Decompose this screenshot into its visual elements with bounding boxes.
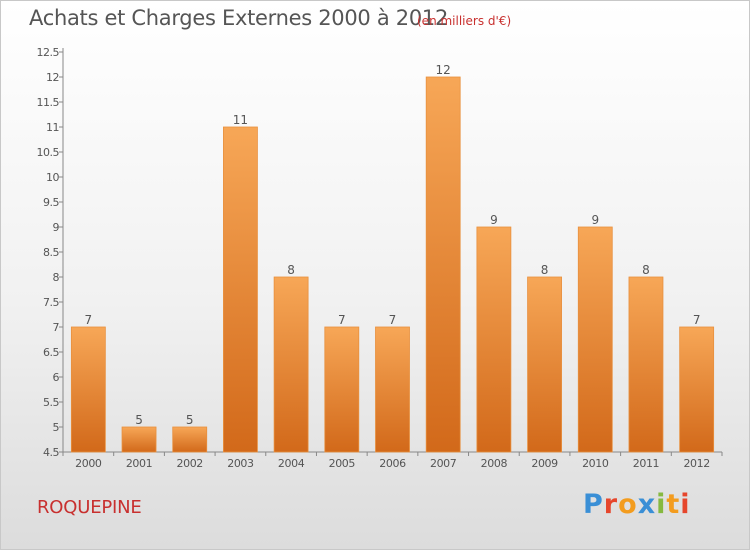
data-label: 8 — [287, 263, 295, 277]
data-label: 7 — [389, 313, 397, 327]
logo-letter: r — [603, 489, 619, 520]
y-tick-label: 4.5 — [43, 446, 59, 459]
data-labels: 7 5 5 11 8 7 7 12 9 8 9 8 7 — [85, 63, 701, 427]
x-tick-label: 2008 — [481, 457, 508, 470]
data-label: 5 — [135, 413, 143, 427]
data-label: 8 — [642, 263, 650, 277]
logo-letter: i — [656, 489, 667, 520]
y-tick-label: 10.5 — [37, 146, 60, 159]
x-tick-label: 2012 — [683, 457, 709, 470]
x-tick-label: 2009 — [531, 457, 558, 470]
bar-2007 — [425, 76, 461, 453]
bar-2004 — [273, 276, 309, 453]
y-tick-label: 5 — [53, 421, 60, 434]
data-label: 12 — [436, 63, 451, 77]
data-label: 7 — [338, 313, 346, 327]
logo-letter: i — [680, 489, 691, 520]
y-tick-label: 7 — [53, 321, 60, 334]
x-tick-label: 2007 — [430, 457, 457, 470]
logo-letter: P — [583, 489, 604, 520]
logo-letter: x — [637, 489, 657, 520]
x-tick-label: 2001 — [126, 457, 152, 470]
bars — [70, 76, 715, 453]
data-label: 7 — [693, 313, 701, 327]
y-tick-label: 12 — [46, 71, 59, 84]
y-tick-label: 12.5 — [37, 46, 60, 59]
data-label: 7 — [85, 313, 93, 327]
y-tick-label: 6.5 — [43, 346, 59, 359]
proxiti-logo[interactable]: Proxiti — [583, 489, 691, 520]
logo-letter: t — [666, 489, 681, 520]
x-tick-label: 2004 — [278, 457, 305, 470]
y-tick-label: 7.5 — [43, 296, 59, 309]
x-tick-label: 2006 — [379, 457, 406, 470]
x-tick-label: 2002 — [177, 457, 203, 470]
x-tick-label: 2005 — [329, 457, 356, 470]
bar-2006 — [375, 326, 410, 453]
y-tick-label: 6 — [53, 371, 60, 384]
y-tick-label: 9.5 — [43, 196, 59, 209]
y-tick-label: 10 — [46, 171, 59, 184]
data-label: 8 — [541, 263, 549, 277]
y-tick-label: 9 — [53, 221, 60, 234]
bar-2001 — [121, 426, 157, 453]
logo-letter: o — [618, 489, 638, 520]
data-label: 5 — [186, 413, 194, 427]
x-tick-label: 2010 — [582, 457, 609, 470]
chart-subtitle: (en milliers d'€) — [417, 14, 512, 28]
bar-2002 — [172, 426, 208, 453]
chart-title: Achats et Charges Externes 2000 à 2012 — [29, 6, 449, 30]
bar-2008 — [476, 226, 512, 453]
y-tick-label: 8 — [53, 271, 60, 284]
y-tick-label: 5.5 — [43, 396, 59, 409]
data-label: 9 — [591, 213, 599, 227]
bar-2000 — [70, 326, 106, 453]
data-label: 9 — [490, 213, 498, 227]
bar-2003 — [223, 126, 258, 453]
x-tick-label: 2003 — [227, 457, 254, 470]
commune-name: ROQUEPINE — [37, 497, 142, 518]
y-tick-label: 11.5 — [37, 96, 60, 109]
y-tick-label: 8.5 — [43, 246, 59, 259]
y-tick-label: 11 — [46, 121, 59, 134]
bar-2009 — [527, 276, 562, 453]
axes: 4.5 5 5.5 6 6.5 7 7.5 8 8.5 9 9.5 10 10.5 11 11.5 12 12.… — [37, 46, 723, 470]
bar-2010 — [577, 226, 613, 453]
bar-2011 — [628, 276, 664, 453]
x-tick-label: 2011 — [633, 457, 659, 470]
bar-2012 — [679, 326, 715, 453]
data-label: 11 — [233, 113, 248, 127]
bar-2005 — [324, 326, 360, 453]
x-tick-label: 2000 — [75, 457, 102, 470]
